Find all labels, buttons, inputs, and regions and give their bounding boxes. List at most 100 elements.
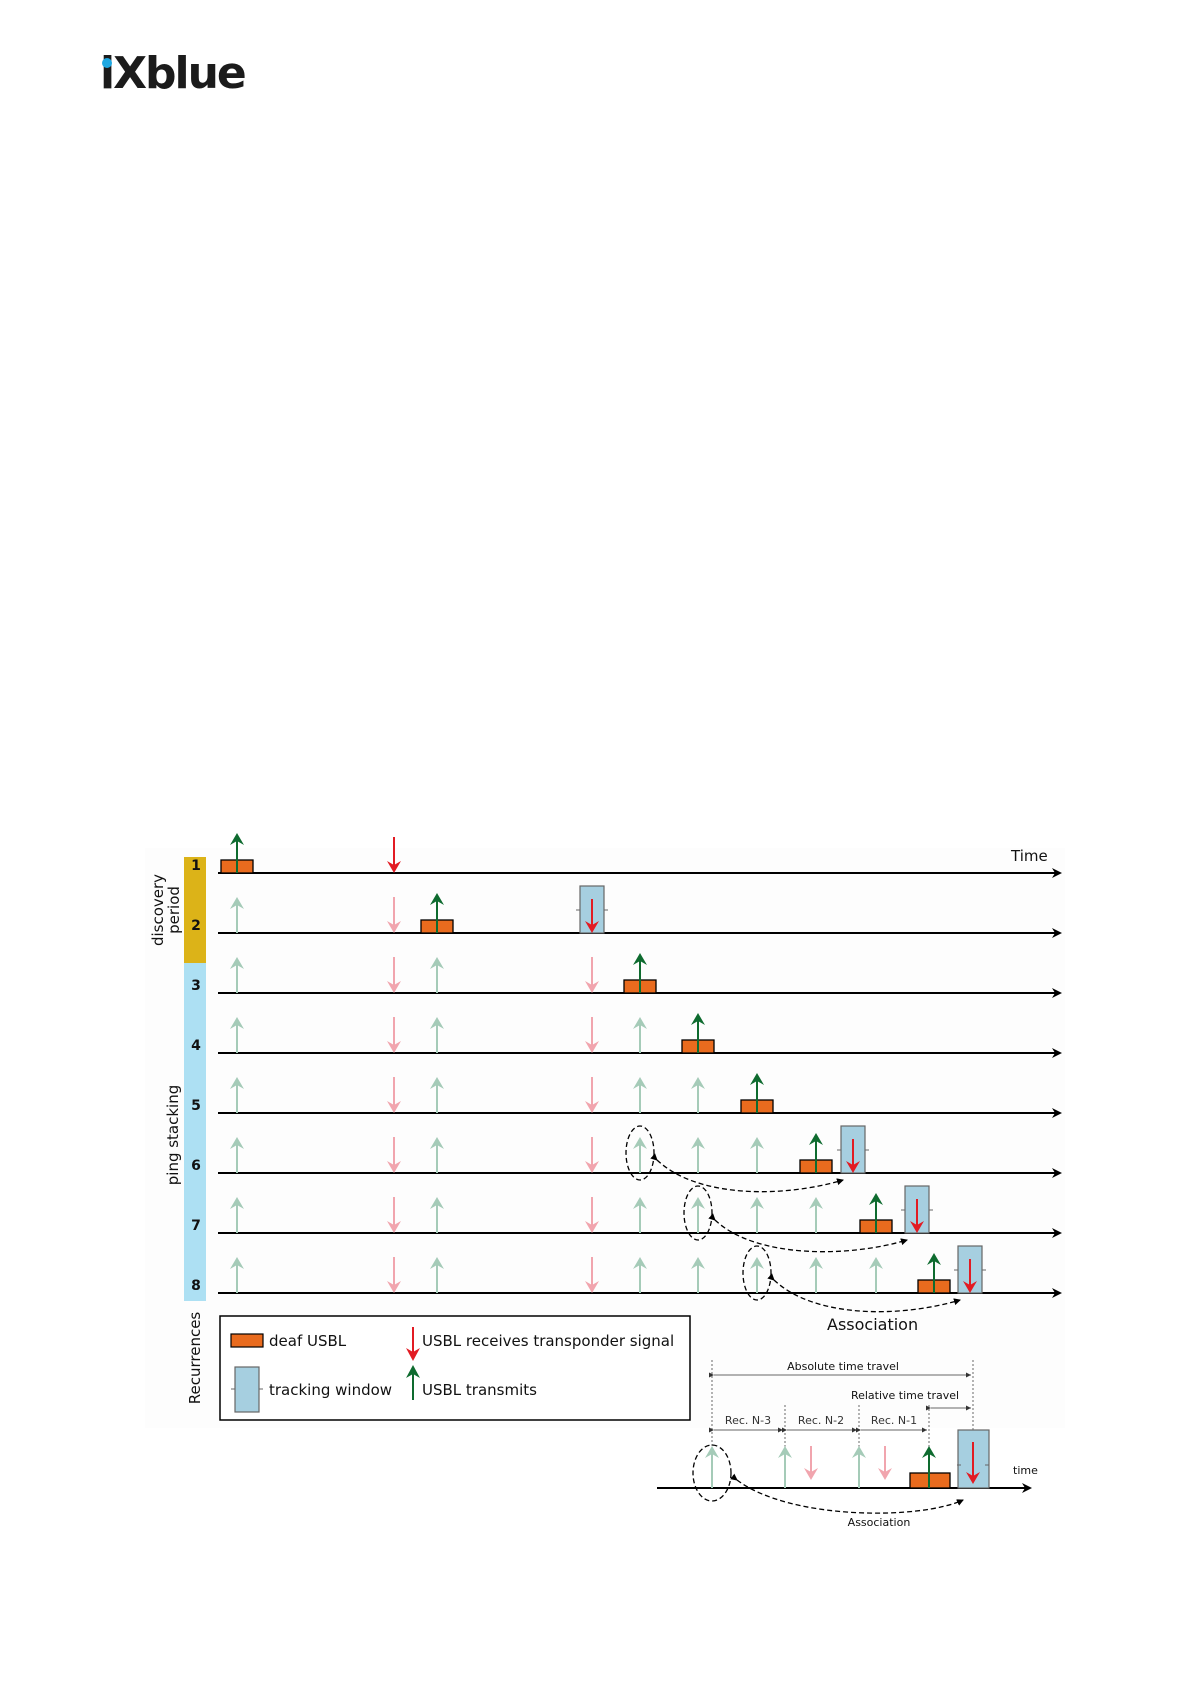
row-number: 3 [191, 978, 201, 994]
faded-transmit-arrow-icon [430, 1077, 444, 1113]
legend-box [219, 1315, 691, 1421]
inset-faded-transmit-arrow-icon [705, 1446, 719, 1488]
faded-receive-arrow-icon [585, 1077, 599, 1113]
logo-text: iXblue [100, 48, 247, 99]
faded-transmit-arrow-icon [430, 957, 444, 993]
recurrences-label: Recurrences [186, 1312, 204, 1405]
row-number: 5 [191, 1098, 201, 1114]
faded-transmit-arrow-icon [691, 1197, 705, 1233]
faded-receive-arrow-icon [387, 1077, 401, 1113]
row-number: 8 [191, 1278, 201, 1294]
faded-receive-arrow-icon [585, 1017, 599, 1053]
association-ellipse [683, 1185, 713, 1241]
inset-faded-transmit-arrow-icon [852, 1446, 866, 1488]
faded-receive-arrow-icon [387, 957, 401, 993]
faded-transmit-arrow-icon [750, 1257, 764, 1293]
association-curve [650, 1153, 844, 1193]
association-curves [625, 1125, 961, 1313]
faded-receive-arrow-icon [585, 1197, 599, 1233]
discovery-period-label-line1: discovery [149, 874, 167, 946]
association-label: Association [827, 1315, 918, 1334]
faded-transmit-arrow-icon [230, 1197, 244, 1233]
faded-transmit-arrow-icon [633, 1017, 647, 1053]
inset-absolute-time-travel: Absolute time travel [787, 1360, 899, 1373]
timeline-row-5: 5 [191, 1073, 1062, 1118]
association-curve [767, 1273, 961, 1313]
inset-marks [705, 1429, 990, 1489]
association-ellipse [742, 1245, 772, 1301]
association-ellipse [625, 1125, 655, 1181]
row-number: 6 [191, 1158, 201, 1174]
inset-rec-n3: Rec. N-3 [725, 1414, 771, 1427]
ping-stacking-label: ping stacking [164, 1085, 182, 1186]
transmit-arrow-icon [750, 1073, 764, 1113]
faded-transmit-arrow-icon [691, 1257, 705, 1293]
inset-faded-transmit-arrow-icon [778, 1446, 792, 1488]
faded-transmit-arrow-icon [230, 1257, 244, 1293]
inset-rec-n1: Rec. N-1 [871, 1414, 917, 1427]
faded-transmit-arrow-icon [633, 1257, 647, 1293]
inset-rec-n2: Rec. N-2 [798, 1414, 844, 1427]
faded-transmit-arrow-icon [230, 957, 244, 993]
faded-transmit-arrow-icon [633, 1137, 647, 1173]
inset-association-label: Association [848, 1516, 911, 1529]
legend-usbl-receives: USBL receives transponder signal [422, 1332, 674, 1350]
faded-receive-arrow-icon [387, 1017, 401, 1053]
faded-receive-arrow-icon [585, 1257, 599, 1293]
transmit-arrow-icon [691, 1013, 705, 1053]
timeline-row-2: 2 [191, 885, 1062, 938]
faded-receive-arrow-icon [387, 897, 401, 933]
faded-receive-arrow-icon [387, 1137, 401, 1173]
inset-receive-arrow-icon [966, 1442, 980, 1484]
receive-arrow-icon [963, 1259, 977, 1293]
faded-transmit-arrow-icon [230, 897, 244, 933]
transmit-arrow-icon [230, 833, 244, 873]
legend-tracking-window-swatch [231, 1366, 263, 1413]
timeline-row-4: 4 [191, 1013, 1062, 1058]
timeline-rows: 1 2 3 4 5 6 7 8 [191, 833, 1062, 1298]
inset-time-label: time [1013, 1464, 1038, 1477]
row-number: 1 [191, 858, 201, 874]
ping-stacking-bar [184, 963, 206, 1301]
receive-arrow-icon [910, 1199, 924, 1233]
faded-transmit-arrow-icon [691, 1077, 705, 1113]
legend-deaf-swatch [230, 1333, 264, 1348]
receive-arrow-icon [585, 899, 599, 933]
receive-arrow-icon [387, 837, 401, 873]
faded-transmit-arrow-icon [430, 1197, 444, 1233]
legend-deaf-usbl: deaf USBL [269, 1332, 347, 1350]
timeline-row-3: 3 [191, 953, 1062, 998]
row-number: 4 [191, 1038, 201, 1054]
time-axis-label: Time [1010, 847, 1048, 865]
logo-dot-icon [102, 58, 112, 68]
inset-diagram: Absolute time travel Relative time trave… [657, 1360, 1038, 1529]
association-curve [708, 1213, 908, 1253]
faded-transmit-arrow-icon [430, 1257, 444, 1293]
faded-receive-arrow-icon [387, 1257, 401, 1293]
inset-association-curve [730, 1473, 964, 1514]
row-number: 7 [191, 1218, 201, 1234]
faded-transmit-arrow-icon [230, 1137, 244, 1173]
discovery-period-bar [184, 857, 206, 963]
faded-transmit-arrow-icon [633, 1197, 647, 1233]
faded-transmit-arrow-icon [633, 1077, 647, 1113]
timeline-row-1: 1 [191, 833, 1062, 878]
faded-receive-arrow-icon [585, 1137, 599, 1173]
legend-tracking-window: tracking window [269, 1381, 392, 1399]
inset-faded-receive-arrow-icon [878, 1446, 892, 1480]
row-number: 2 [191, 918, 201, 934]
inset-association-ellipse [692, 1444, 732, 1502]
discovery-period-label-line2: period [165, 886, 183, 934]
inset-relative-time-travel: Relative time travel [851, 1389, 959, 1402]
receive-arrow-icon [846, 1139, 860, 1173]
inset-faded-receive-arrow-icon [804, 1446, 818, 1480]
legend-tx-arrow-icon [406, 1365, 420, 1400]
faded-transmit-arrow-icon [230, 1077, 244, 1113]
legend-rx-arrow-icon [406, 1327, 420, 1361]
transmit-arrow-icon [633, 953, 647, 993]
faded-receive-arrow-icon [585, 957, 599, 993]
faded-transmit-arrow-icon [230, 1017, 244, 1053]
faded-transmit-arrow-icon [430, 1017, 444, 1053]
legend-usbl-transmits: USBL transmits [422, 1381, 537, 1399]
